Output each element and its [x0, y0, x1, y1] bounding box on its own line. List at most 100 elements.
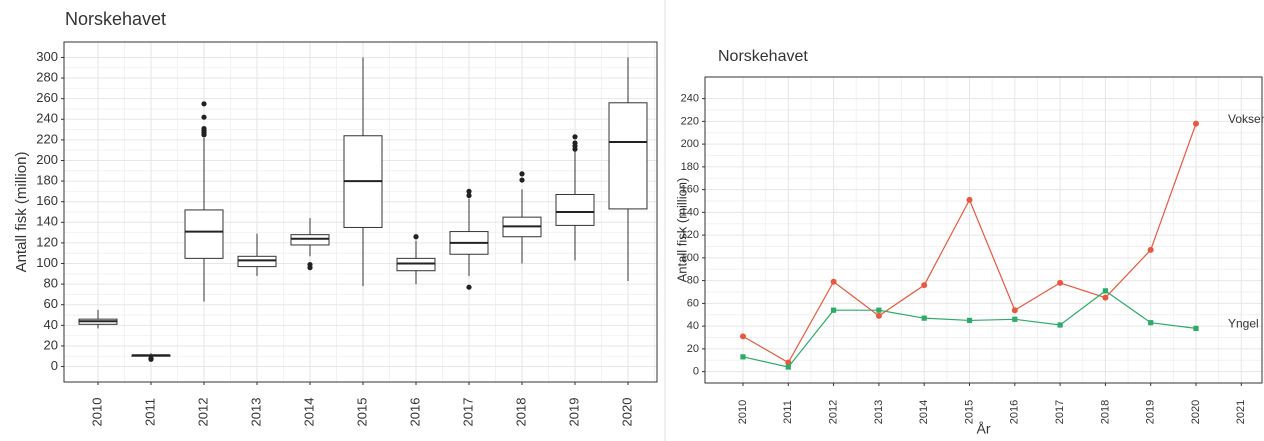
outlier	[201, 125, 207, 132]
outlier	[201, 101, 207, 107]
outlier	[572, 134, 578, 140]
x-tick-label: 2020	[1190, 400, 1202, 424]
y-tick-label: 160	[36, 193, 58, 208]
outlier	[466, 192, 472, 199]
outlier	[572, 140, 578, 146]
y-axis-label: Antall fisk (million)	[13, 152, 30, 273]
chart-title: Norskehavet	[718, 48, 808, 65]
point	[1057, 322, 1063, 328]
point	[1193, 120, 1199, 127]
outlier	[148, 355, 154, 361]
y-tick-label: 40	[44, 317, 58, 332]
point	[1148, 320, 1154, 326]
outlier	[201, 114, 207, 120]
point	[831, 307, 837, 313]
x-tick-label: 2011	[782, 400, 794, 424]
x-tick-label: 2014	[301, 398, 316, 427]
y-tick-label: 0	[693, 366, 699, 378]
point	[966, 317, 973, 324]
y-tick-label: 140	[36, 214, 58, 229]
x-tick-label: 2020	[619, 398, 634, 427]
x-tick-label: 2013	[248, 398, 263, 427]
y-tick-label: 20	[44, 337, 58, 352]
x-axis-label: År	[977, 421, 991, 437]
y-axis-label: Antall fisk (million)	[674, 178, 689, 283]
y-tick-label: 300	[36, 49, 58, 64]
y-tick-label: 200	[36, 152, 58, 167]
point	[1057, 279, 1064, 286]
point	[740, 354, 746, 360]
x-tick-label: 2017	[460, 398, 475, 427]
y-tick-label: 220	[36, 131, 58, 146]
chart-title: Norskehavet	[65, 9, 166, 29]
x-tick-label: 2019	[1145, 400, 1157, 424]
y-tick-label: 160	[681, 184, 699, 196]
y-tick-label: 120	[36, 234, 58, 249]
x-tick-label: 2016	[1009, 400, 1021, 424]
x-tick-label: 2011	[142, 398, 157, 426]
plot-border	[704, 76, 1263, 384]
y-tick-label: 280	[36, 69, 58, 84]
x-tick-label: 2014	[918, 400, 930, 424]
point	[1012, 316, 1018, 322]
y-tick-label: 60	[44, 296, 58, 311]
series-label: Yngel	[1228, 317, 1259, 331]
x-tick-label: 2013	[873, 400, 885, 424]
point	[966, 196, 973, 203]
y-tick-label: 220	[681, 115, 699, 127]
point	[876, 307, 882, 313]
box	[555, 193, 595, 226]
y-tick-label: 0	[51, 358, 58, 373]
y-tick-label: 140	[681, 206, 699, 218]
y-tick-label: 180	[36, 173, 58, 188]
outlier	[466, 284, 472, 290]
x-tick-label: 2010	[89, 398, 104, 427]
outlier	[519, 177, 525, 183]
y-tick-label: 240	[36, 111, 58, 126]
y-tick-label: 120	[681, 229, 699, 241]
box	[396, 257, 436, 272]
outlier	[466, 188, 472, 194]
box	[608, 102, 648, 210]
point	[830, 278, 837, 285]
y-tick-label: 100	[681, 252, 699, 264]
y-tick-label: 260	[36, 90, 58, 105]
x-tick-label: 2018	[1099, 400, 1111, 424]
point	[785, 359, 792, 366]
x-tick-label: 2021	[1235, 400, 1247, 424]
point	[1193, 325, 1199, 331]
outlier	[519, 171, 525, 177]
point	[740, 333, 746, 340]
x-tick-label: 2018	[513, 398, 528, 427]
point	[1011, 307, 1018, 314]
box	[184, 209, 224, 259]
y-tick-label: 40	[687, 320, 699, 332]
point	[1102, 294, 1109, 301]
outlier	[307, 261, 313, 268]
series-label: Voksen	[1228, 112, 1264, 126]
x-tick-label: 2017	[1054, 400, 1066, 424]
box	[237, 255, 277, 268]
x-tick-label: 2012	[828, 400, 840, 424]
y-tick-label: 80	[687, 275, 699, 287]
outlier	[413, 234, 419, 240]
y-tick-label: 20	[687, 343, 699, 355]
x-tick-label: 2015	[963, 400, 975, 424]
point	[875, 312, 882, 319]
y-tick-label: 100	[36, 255, 58, 270]
y-tick-label: 200	[681, 138, 699, 150]
x-tick-label: 2012	[195, 398, 210, 427]
y-tick-label: 60	[687, 297, 699, 309]
x-tick-label: 2019	[566, 398, 581, 427]
y-tick-label: 80	[44, 276, 58, 291]
plot-border	[63, 41, 658, 383]
x-tick-label: 2016	[407, 398, 422, 427]
point	[1102, 288, 1108, 294]
point	[921, 315, 927, 321]
x-tick-label: 2015	[354, 398, 369, 427]
point	[921, 282, 928, 289]
box	[290, 234, 330, 246]
y-tick-label: 180	[681, 161, 699, 173]
point	[785, 364, 791, 370]
